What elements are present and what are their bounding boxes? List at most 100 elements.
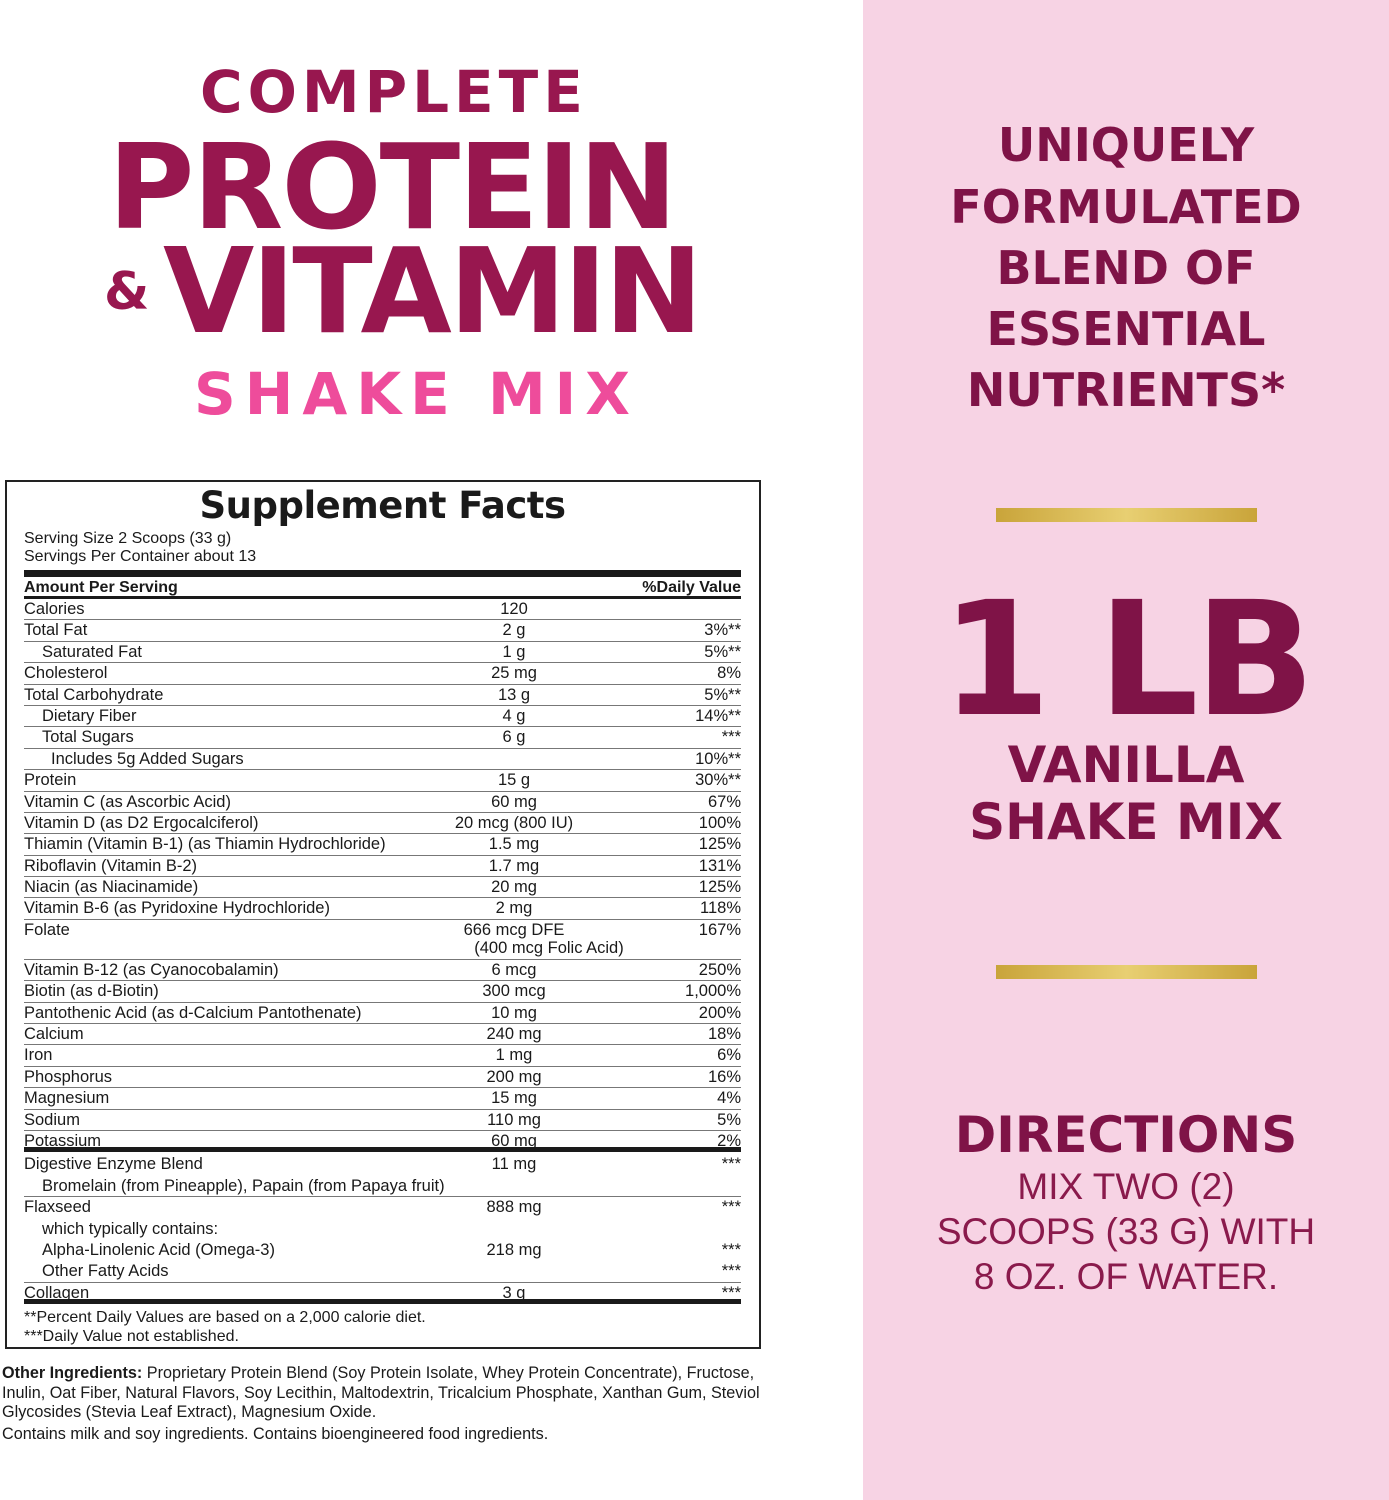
table-row: Niacin (as Niacinamide) 20 mg 125% <box>24 877 741 899</box>
servings-per-container: Servings Per Container about 13 <box>24 548 257 565</box>
nutrient-name: Calories <box>24 600 85 618</box>
tagline-line: FORMULATED <box>950 180 1302 234</box>
table-row: Riboflavin (Vitamin B-2) 1.7 mg 131% <box>24 856 741 878</box>
nutrient-daily-value: *** <box>721 1155 741 1174</box>
nutrient-daily-value: 167% <box>698 920 741 939</box>
nutrient-daily-value: 3%** <box>704 621 741 640</box>
nutrient-amount: 1.5 mg <box>488 835 540 854</box>
nutrient-daily-value: *** <box>721 728 741 747</box>
table-row: Pantothenic Acid (as d-Calcium Pantothen… <box>24 1003 741 1025</box>
allergen-statement: Contains milk and soy ingredients. Conta… <box>2 1425 549 1443</box>
nutrient-amount: 888 mg <box>486 1198 542 1217</box>
other-ingredients-text: Proprietary Protein Blend (Soy Protein I… <box>2 1364 760 1421</box>
nutrient-amount: 1.7 mg <box>488 856 540 875</box>
nutrient-daily-value: *** <box>721 1262 741 1281</box>
table-row: Iron 1 mg 6% <box>24 1045 741 1067</box>
nutrient-daily-value: 5% <box>717 1110 741 1129</box>
table-row: Folate 666 mcg DFE 167% (400 mcg Folic Acid… <box>24 920 741 960</box>
weight: 1 LB <box>940 568 1315 752</box>
nutrient-amount: 15 mg <box>491 1089 537 1108</box>
nutrient-name: Total Sugars <box>42 728 134 747</box>
other-ingredients-label: Other Ingredients: <box>2 1364 143 1382</box>
nutrient-daily-value: 16% <box>707 1067 741 1086</box>
nutrient-name: Phosphorus <box>24 1067 113 1086</box>
nutrient-amount: 60 mg <box>491 1131 537 1150</box>
nutrient-name: Total Fat <box>24 621 88 640</box>
nutrient-daily-value: 100% <box>698 813 741 832</box>
nutrient-name: Cholesterol <box>24 664 108 683</box>
directions-title: DIRECTIONS <box>954 1106 1298 1164</box>
nutrient-amount: 15 g <box>497 771 531 790</box>
nutrient-amount: 218 mg <box>486 1240 542 1259</box>
nutrient-amount-detail: (400 mcg Folic Acid) <box>474 938 624 957</box>
nutrient-name: Sodium <box>24 1110 80 1129</box>
left-panel: COMPLETE PROTEIN & VITAMIN SHAKE MIX Sup… <box>2 58 761 1443</box>
nutrient-daily-value: 125% <box>698 878 741 897</box>
table-row: Other Fatty Acids *** <box>24 1261 741 1283</box>
nutrient-rows: Calories 120 Total Fat 2 g 3%** Saturated Fat… <box>24 599 741 1153</box>
nutrient-amount: 10 mg <box>491 1003 537 1022</box>
nutrient-amount: 3 g <box>502 1283 526 1302</box>
nutrient-daily-value: 200% <box>698 1003 741 1022</box>
table-row: Biotin (as d-Biotin) 300 mcg 1,000% <box>24 981 741 1003</box>
nutrient-daily-value: *** <box>721 1198 741 1217</box>
nutrient-daily-value: 1,000% <box>685 982 741 1001</box>
table-row: Vitamin D (as D2 Ergocalciferol) 20 mcg (… <box>24 813 741 835</box>
title-shake-mix: SHAKE MIX <box>194 360 639 428</box>
nutrient-name: Flaxseed <box>24 1198 91 1217</box>
nutrient-name: Saturated Fat <box>42 642 142 661</box>
nutrient-daily-value: 2% <box>717 1131 741 1150</box>
title-protein: PROTEIN <box>108 118 677 256</box>
nutrient-amount: 300 mcg <box>482 982 546 1001</box>
table-row: Vitamin C (as Ascorbic Acid) 60 mg 67% <box>24 792 741 813</box>
table-row: Vitamin B-12 (as Cyanocobalamin) 6 mcg 250… <box>24 960 741 982</box>
nutrient-amount: 4 g <box>502 706 526 725</box>
nutrient-name: Magnesium <box>24 1089 110 1108</box>
nutrient-amount: 1 mg <box>495 1046 533 1065</box>
nutrient-name: Potassium <box>24 1131 102 1150</box>
table-row: Protein 15 g 30%** <box>24 770 741 792</box>
nutrient-daily-value: 14%** <box>695 706 741 725</box>
nutrient-amount: 666 mcg DFE <box>463 920 565 939</box>
table-row: Total Sugars 6 g *** <box>24 727 741 749</box>
table-row: Bromelain (from Pineapple), Papain (from… <box>24 1176 741 1198</box>
nutrient-daily-value: 118% <box>700 899 741 918</box>
table-row: Total Fat 2 g 3%** <box>24 620 741 642</box>
directions-line: SCOOPS (33 G) WITH <box>936 1211 1316 1252</box>
nutrient-name: Digestive Enzyme Blend <box>24 1155 203 1174</box>
right-panel: UNIQUELY FORMULATED BLEND OF ESSENTIAL N… <box>863 0 1389 1500</box>
nutrient-name: Bromelain (from Pineapple), Papain (from… <box>42 1176 445 1195</box>
supplement-facts-title: Supplement Facts <box>199 484 566 527</box>
nutrient-name: Other Fatty Acids <box>42 1262 169 1281</box>
title-complete: COMPLETE <box>200 58 588 126</box>
title-ampersand: & <box>104 262 150 322</box>
nutrient-name: Includes 5g Added Sugars <box>51 749 244 768</box>
gold-divider <box>996 965 1257 979</box>
table-row: Digestive Enzyme Blend 11 mg *** <box>24 1154 741 1175</box>
table-row: Sodium 110 mg 5% <box>24 1110 741 1131</box>
directions-line: MIX TWO (2) <box>1017 1166 1235 1207</box>
nutrient-daily-value: 30%** <box>695 771 741 790</box>
table-row: Cholesterol 25 mg 8% <box>24 663 741 685</box>
nutrient-amount: 20 mg <box>491 878 537 897</box>
nutrient-daily-value: 5%** <box>704 642 741 661</box>
nutrient-name: Vitamin B-6 (as Pyridoxine Hydrochloride… <box>24 899 330 918</box>
nutrient-amount: 2 g <box>502 621 526 640</box>
nutrient-name: Niacin (as Niacinamide) <box>24 878 199 897</box>
nutrient-name: Vitamin C (as Ascorbic Acid) <box>24 792 231 811</box>
table-row: Saturated Fat 1 g 5%** <box>24 642 741 664</box>
nutrient-amount: 240 mg <box>486 1025 542 1044</box>
nutrient-daily-value: *** <box>721 1283 741 1302</box>
blend-rows: Digestive Enzyme Blend 11 mg *** Bromelain … <box>24 1154 741 1305</box>
table-row: Collagen 3 g *** <box>24 1283 741 1305</box>
tagline-line: UNIQUELY <box>997 118 1255 172</box>
nutrient-name: Folate <box>24 920 70 939</box>
nutrient-amount: 11 mg <box>491 1155 537 1174</box>
nutrient-amount: 6 g <box>502 728 526 747</box>
supplement-facts-panel: Supplement Facts Serving Size 2 Scoops (… <box>5 480 761 1349</box>
table-row: Potassium 60 mg 2% <box>24 1131 741 1153</box>
table-row: Magnesium 15 mg 4% <box>24 1088 741 1110</box>
flavor-line: SHAKE MIX <box>969 793 1283 851</box>
directions-line: 8 OZ. OF WATER. <box>973 1256 1279 1297</box>
table-row: Alpha-Linolenic Acid (Omega-3) 218 mg *** <box>24 1240 741 1261</box>
